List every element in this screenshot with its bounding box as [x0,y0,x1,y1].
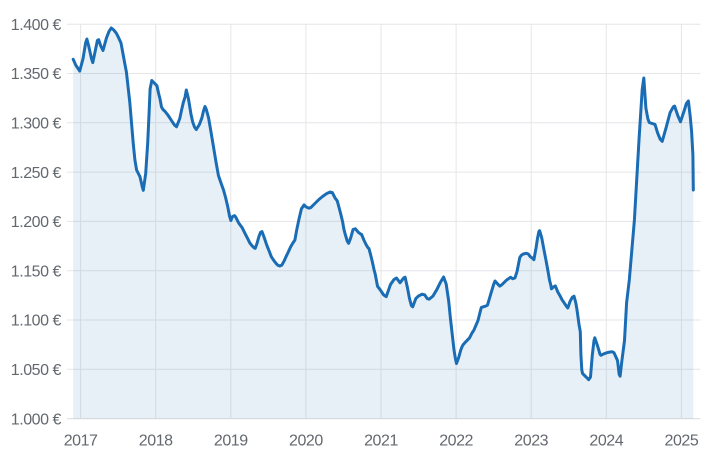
svg-text:2019: 2019 [214,433,248,450]
svg-text:2025: 2025 [665,433,699,450]
svg-text:2018: 2018 [139,433,173,450]
svg-text:1.000 €: 1.000 € [11,411,62,428]
svg-text:2020: 2020 [289,433,323,450]
svg-text:2017: 2017 [64,433,98,450]
svg-text:1.250 €: 1.250 € [11,165,62,182]
svg-text:1.350 €: 1.350 € [11,66,62,83]
svg-text:1.300 €: 1.300 € [11,116,62,133]
svg-text:1.050 €: 1.050 € [11,362,62,379]
svg-text:2024: 2024 [589,433,623,450]
svg-text:1.400 €: 1.400 € [11,17,62,34]
svg-text:2023: 2023 [514,433,548,450]
svg-text:1.100 €: 1.100 € [11,313,62,330]
svg-text:1.200 €: 1.200 € [11,214,62,231]
svg-text:2021: 2021 [364,433,398,450]
svg-text:2022: 2022 [439,433,473,450]
svg-text:1.150 €: 1.150 € [11,263,62,280]
